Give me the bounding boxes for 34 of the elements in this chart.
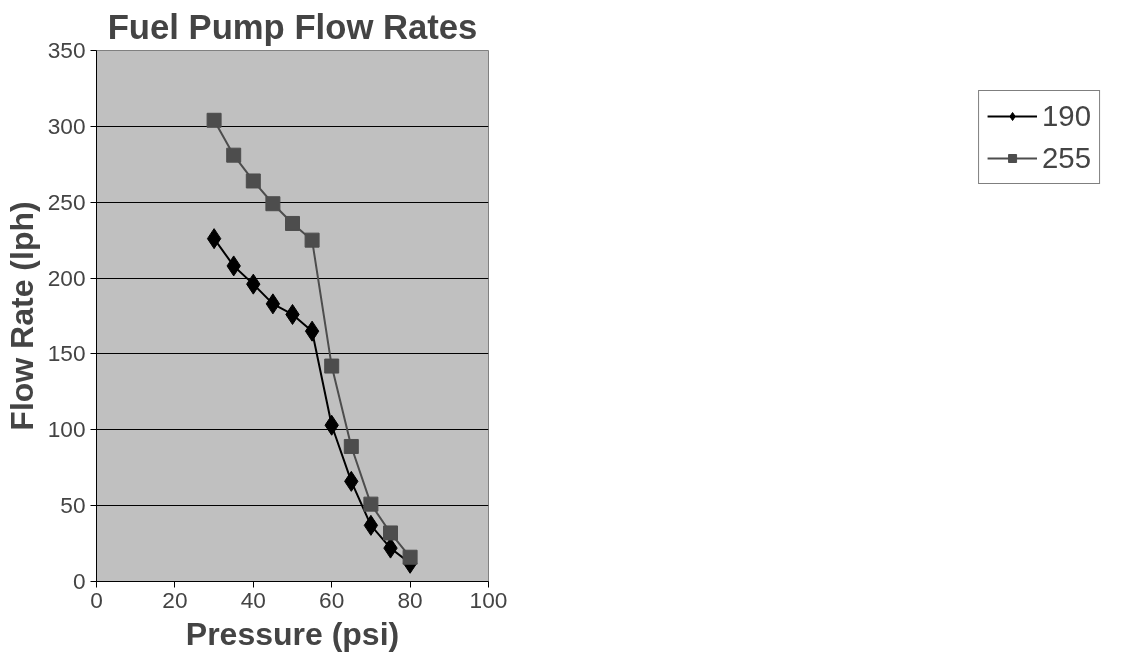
x-tick-label: 60 <box>319 586 345 613</box>
y-tick-label: 150 <box>47 340 86 367</box>
point <box>285 215 300 231</box>
y-tick-label: 300 <box>47 112 86 139</box>
x-tick-label: 80 <box>397 586 423 613</box>
point <box>343 438 359 454</box>
y-tick-label: 250 <box>47 188 86 215</box>
y-tick-label: 100 <box>47 416 86 443</box>
point <box>324 358 340 374</box>
y-tick-label: 200 <box>47 264 86 291</box>
point <box>363 514 379 536</box>
legend-label: 255 <box>1042 141 1091 175</box>
point <box>265 293 281 315</box>
point <box>206 228 222 250</box>
point <box>265 196 281 212</box>
x-tick-label: 100 <box>469 586 508 613</box>
y-axis-title: Flow Rate (lph) <box>3 201 40 431</box>
y-tick-label: 0 <box>72 568 86 594</box>
x-tick-label: 40 <box>240 586 266 613</box>
point <box>206 112 222 128</box>
x-axis-title: Pressure (psi) <box>185 615 400 652</box>
legend-label: 190 <box>1042 99 1091 133</box>
chart-title: Fuel Pump Flow Rates <box>107 7 478 46</box>
y-tick-label: 350 <box>47 37 86 63</box>
point <box>304 232 320 248</box>
point <box>304 320 320 342</box>
point <box>245 173 261 189</box>
point <box>383 525 398 541</box>
x-tick-label: 0 <box>90 586 103 613</box>
point <box>226 147 242 163</box>
point <box>402 549 418 565</box>
x-tick-label: 20 <box>162 586 188 613</box>
point <box>363 496 379 512</box>
y-tick-label: 50 <box>60 492 86 519</box>
